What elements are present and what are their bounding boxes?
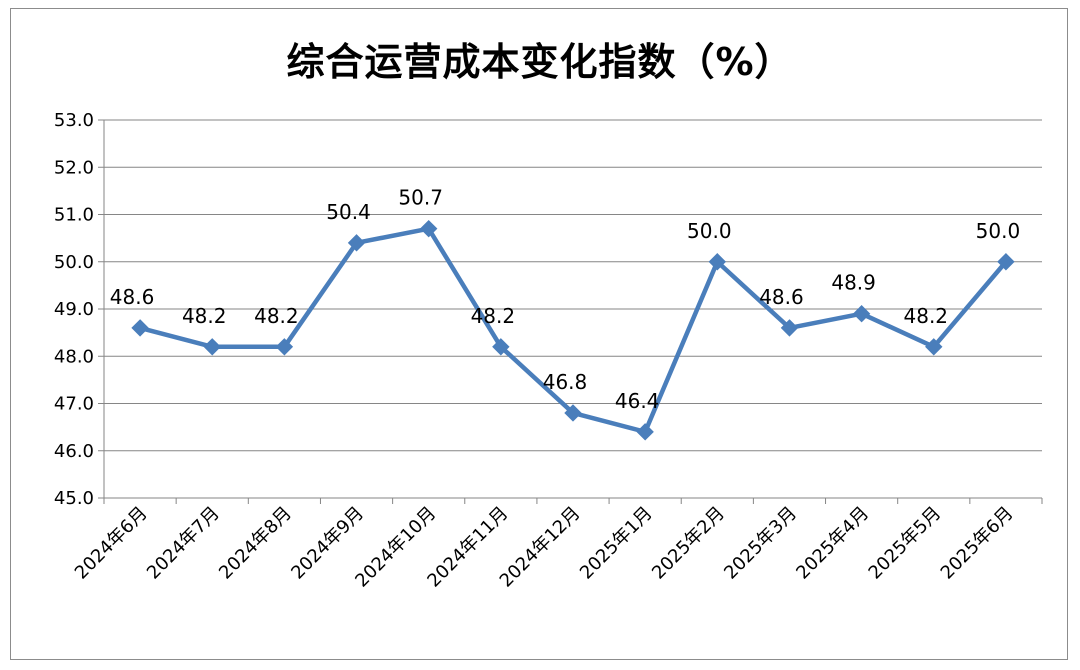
x-tick-label: 2024年6月 bbox=[71, 503, 152, 584]
y-tick-label: 50.0 bbox=[54, 252, 94, 273]
data-point bbox=[852, 305, 871, 323]
data-label: 50.0 bbox=[687, 219, 732, 243]
data-point bbox=[708, 253, 727, 271]
data-label: 48.2 bbox=[904, 304, 949, 328]
x-tick-label: 2025年6月 bbox=[937, 503, 1018, 584]
data-label: 46.4 bbox=[615, 389, 660, 413]
y-tick-label: 48.0 bbox=[54, 346, 94, 367]
data-point bbox=[492, 338, 510, 356]
series-markers bbox=[131, 219, 1015, 441]
series-line bbox=[137, 226, 1009, 435]
data-point bbox=[925, 338, 943, 356]
data-point bbox=[419, 219, 438, 238]
data-label: 48.6 bbox=[759, 285, 804, 309]
data-point bbox=[275, 338, 294, 356]
chart-title: 综合运营成本变化指数（%） bbox=[286, 40, 794, 84]
y-tick-labels: 45.0 46.0 47.0 48.0 49.0 50.0 51.0 52.0 53.0 bbox=[54, 110, 94, 509]
y-tick-label: 46.0 bbox=[54, 441, 94, 462]
data-label: 48.9 bbox=[831, 271, 876, 295]
data-point bbox=[203, 338, 221, 356]
y-tick-label: 52.0 bbox=[54, 157, 94, 178]
x-tick-label: 2024年8月 bbox=[215, 503, 296, 584]
data-label: 50.0 bbox=[976, 219, 1021, 243]
gridlines bbox=[104, 119, 1042, 452]
data-label: 48.6 bbox=[110, 285, 155, 309]
data-point bbox=[780, 319, 799, 337]
chart-frame: 综合运营成本变化指数（%） bbox=[10, 8, 1068, 660]
x-tick-label: 2025年1月 bbox=[576, 503, 657, 584]
data-point bbox=[636, 423, 654, 441]
y-tick-label: 47.0 bbox=[54, 394, 94, 415]
data-label: 48.2 bbox=[254, 304, 299, 328]
axes bbox=[98, 119, 1043, 504]
data-point bbox=[564, 404, 582, 422]
data-label: 48.2 bbox=[182, 304, 227, 328]
data-point bbox=[347, 234, 366, 252]
x-tick-label: 2025年3月 bbox=[720, 503, 801, 584]
y-tick-label: 45.0 bbox=[54, 488, 94, 509]
y-tick-label: 51.0 bbox=[54, 205, 94, 226]
data-labels: 48.6 48.2 48.2 50.4 50.7 48.2 46.8 46.4 50.0 48.6… bbox=[110, 186, 1020, 413]
data-point bbox=[997, 253, 1015, 271]
y-tick-label: 53.0 bbox=[54, 110, 94, 131]
x-tick-labels: 2024年6月2024年7月2024年8月2024年9月2024年10月2024… bbox=[71, 503, 1018, 592]
x-tick-label: 2025年4月 bbox=[792, 503, 873, 584]
x-tick-label: 2025年2月 bbox=[648, 503, 729, 584]
data-point bbox=[131, 319, 149, 337]
data-label: 50.4 bbox=[326, 200, 371, 224]
series-line-path bbox=[137, 226, 1009, 435]
data-label: 46.8 bbox=[543, 370, 588, 394]
data-label: 48.2 bbox=[471, 304, 516, 328]
x-tick-label: 2025年5月 bbox=[865, 503, 946, 584]
data-label: 50.7 bbox=[398, 186, 443, 210]
y-tick-label: 49.0 bbox=[54, 299, 94, 320]
x-tick-label: 2024年7月 bbox=[143, 503, 224, 584]
